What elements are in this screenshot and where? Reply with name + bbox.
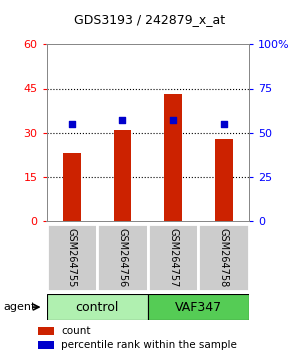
Bar (215, 139, 232, 221)
Text: percentile rank within the sample: percentile rank within the sample (61, 340, 237, 350)
Bar (63, 153, 81, 221)
Text: VAF347: VAF347 (175, 301, 222, 314)
Bar (148, 224, 198, 291)
Text: GSM264758: GSM264758 (219, 228, 229, 287)
Bar (199, 224, 249, 291)
Bar (114, 130, 131, 221)
Point (69, 121, 74, 127)
Text: GSM264756: GSM264756 (117, 228, 128, 287)
Point (221, 121, 226, 127)
Text: count: count (61, 326, 90, 336)
Text: GDS3193 / 242879_x_at: GDS3193 / 242879_x_at (74, 13, 226, 26)
Point (171, 118, 176, 123)
Bar (148, 294, 249, 320)
Bar (38, 327, 54, 335)
Text: agent: agent (3, 302, 35, 312)
Bar (97, 224, 148, 291)
Point (120, 118, 125, 123)
Bar (46, 294, 148, 320)
Bar (38, 341, 54, 349)
Bar (46, 224, 97, 291)
Bar (164, 95, 182, 221)
Text: GSM264757: GSM264757 (168, 228, 178, 287)
Text: GSM264755: GSM264755 (67, 228, 77, 287)
Text: control: control (75, 301, 119, 314)
